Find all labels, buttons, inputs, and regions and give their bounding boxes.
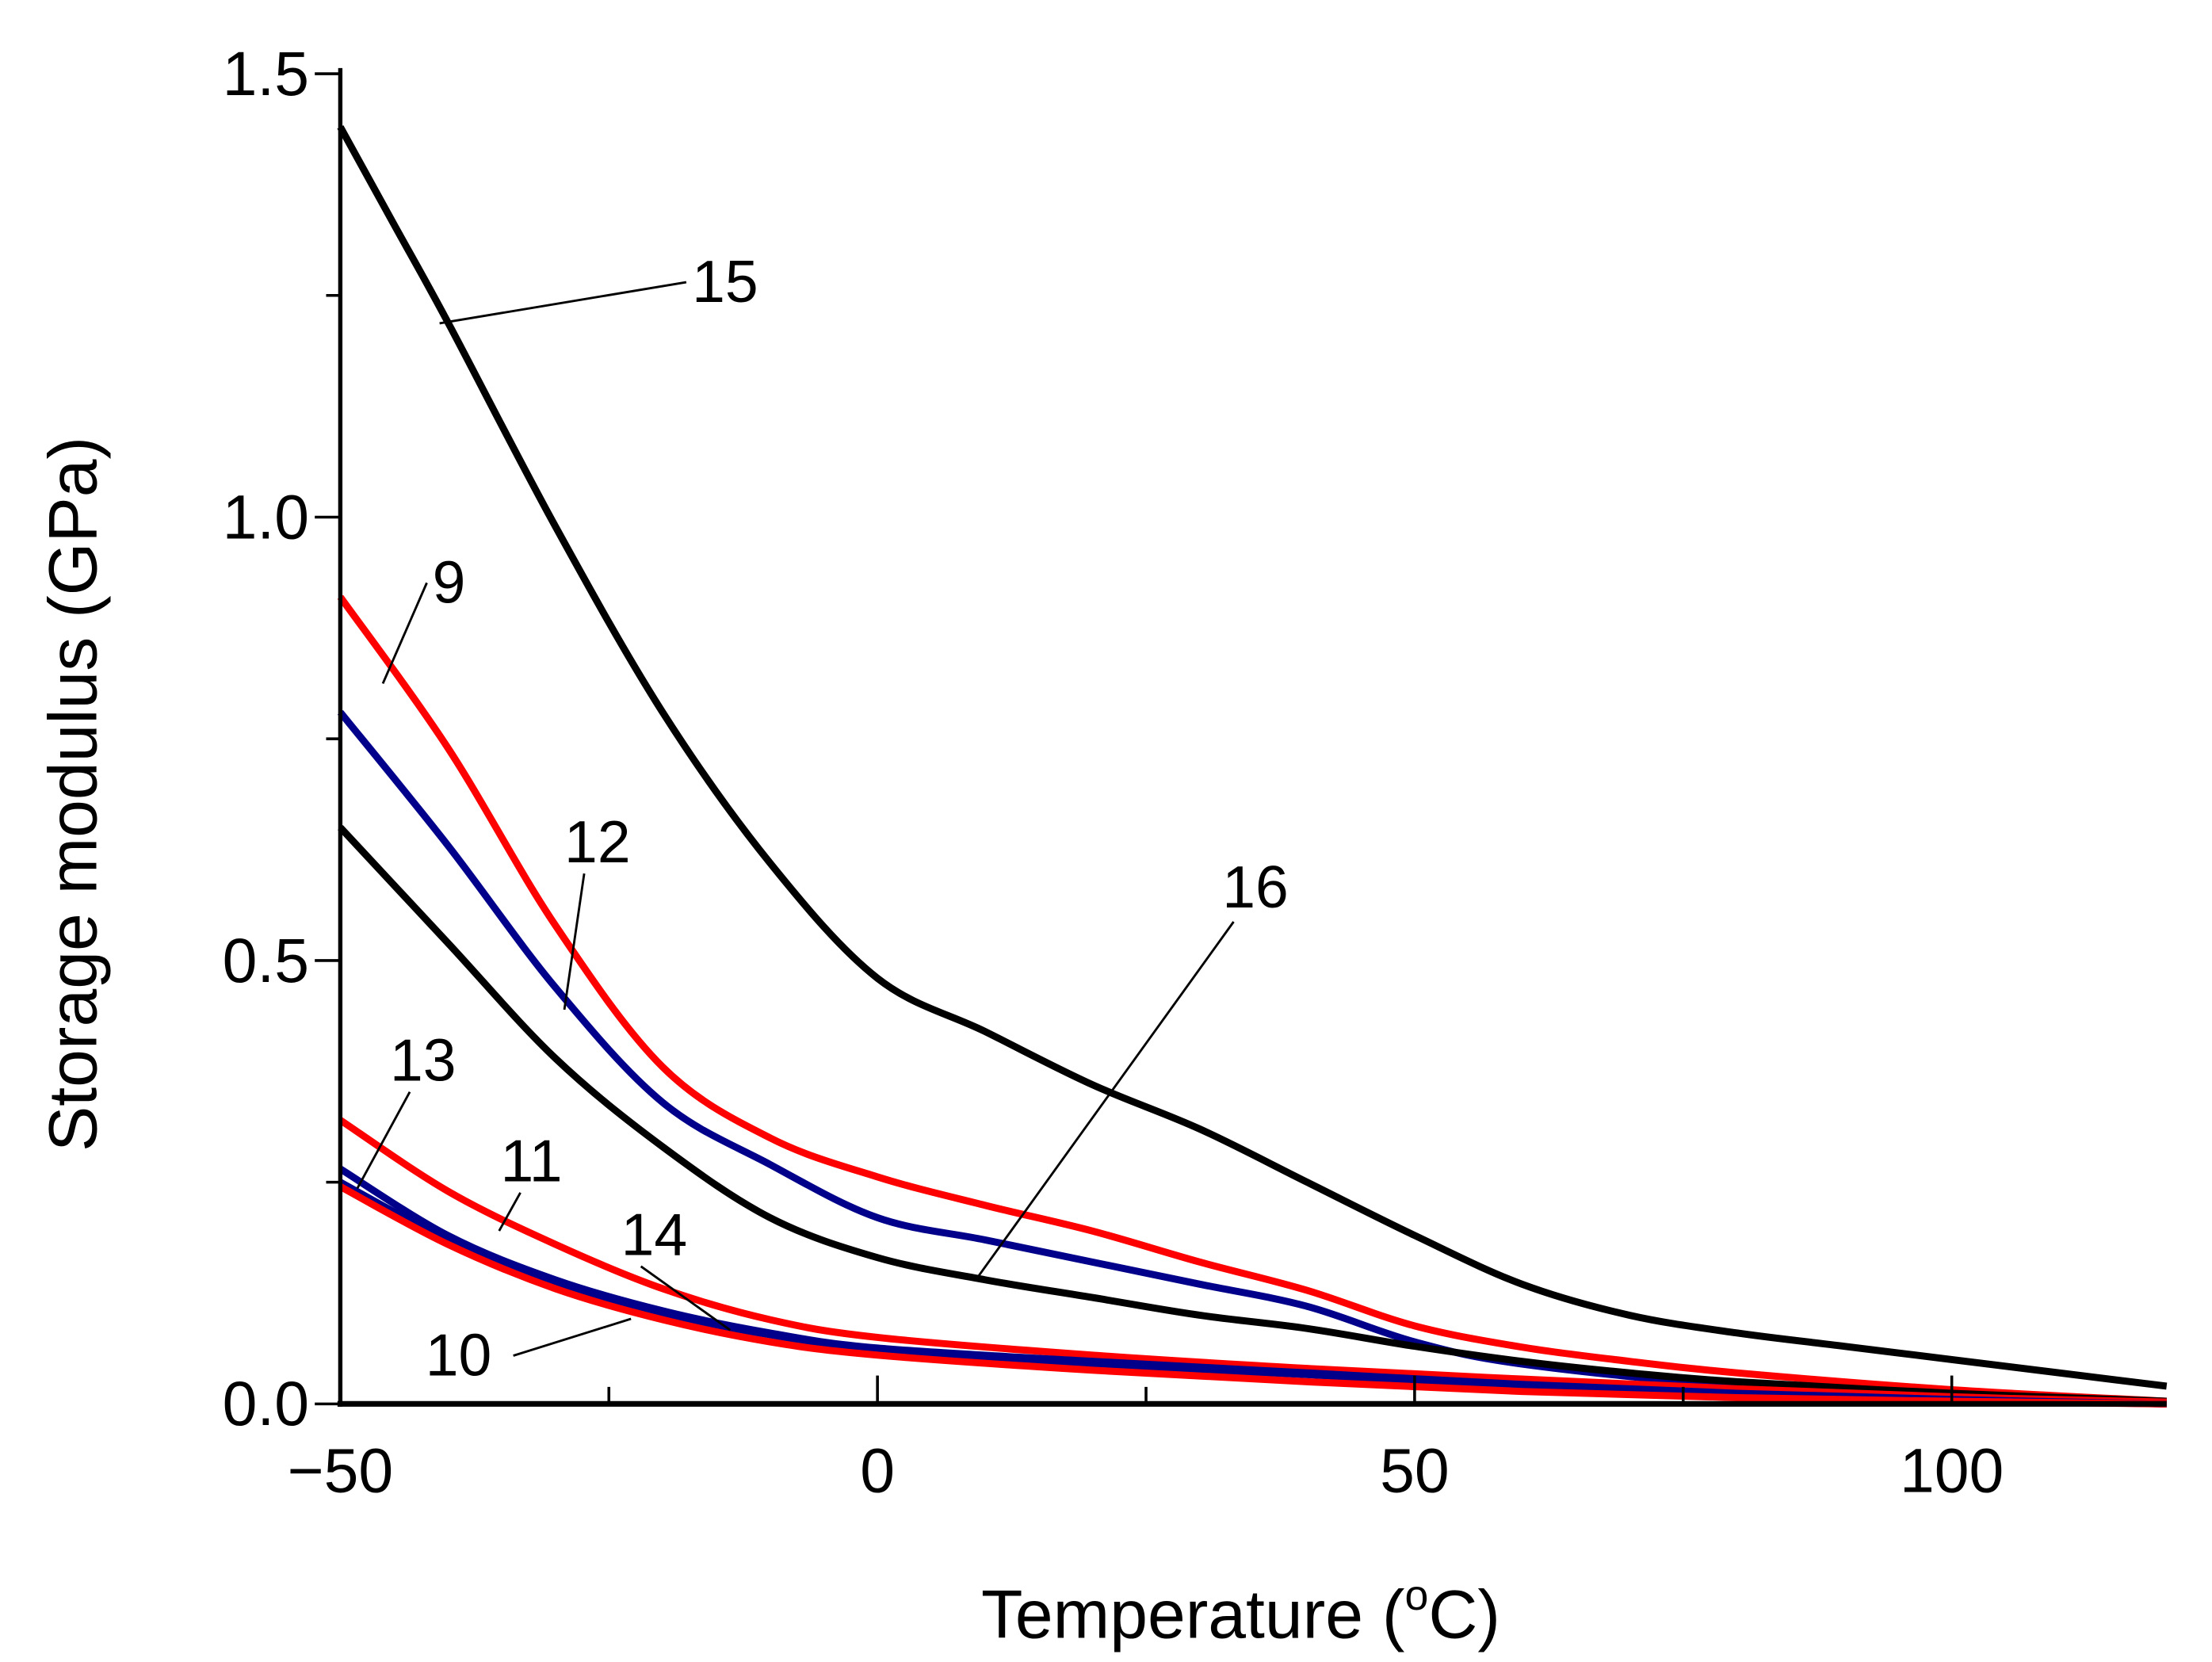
y-tick-label: 0.0 [223, 1369, 309, 1438]
curve-label-9: 9 [433, 548, 466, 615]
curve-label-10: 10 [426, 1322, 492, 1389]
x-tick-label: 100 [1900, 1435, 2004, 1505]
series-line-11 [338, 1117, 2167, 1406]
y-axis-title: Storage modulus (GPa) [36, 437, 112, 1152]
curves [337, 125, 2168, 1408]
x-axis-title: Temperature (oC) [981, 1572, 1500, 1653]
leader-line-14 [640, 1265, 732, 1332]
x-axis-title-degree: o [1404, 1572, 1428, 1619]
leader-line-11 [498, 1192, 521, 1232]
curve-label-11: 11 [501, 1127, 563, 1194]
series-line-16 [338, 825, 2167, 1405]
leader-line-10 [513, 1317, 632, 1357]
curve-labels: 15 9 12 16 11 13 14 10 [356, 248, 1289, 1389]
series-line-9 [337, 594, 2167, 1405]
curve-label-12: 12 [564, 808, 631, 875]
y-tick-label: 1.5 [223, 39, 309, 109]
x-tick-label: 50 [1380, 1435, 1450, 1505]
axes: −50 0 50 100 0.0 0.5 1.0 1.5 [223, 39, 2167, 1505]
leader-line-13 [356, 1091, 411, 1190]
leader-line-15 [439, 281, 687, 325]
leader-line-12 [563, 873, 586, 1011]
x-tick-label: 0 [860, 1435, 895, 1505]
y-tick-label: 1.0 [223, 482, 309, 552]
leader-line-16 [977, 921, 1235, 1278]
series-line-10 [338, 1183, 2167, 1408]
curve-label-14: 14 [621, 1201, 688, 1267]
curve-label-15: 15 [692, 248, 758, 315]
curve-label-13: 13 [390, 1026, 457, 1093]
curve-label-16: 16 [1222, 854, 1289, 920]
series-line-15 [337, 125, 2168, 1390]
x-tick-label: −50 [288, 1435, 394, 1505]
leader-line-9 [381, 582, 428, 684]
y-tick-label: 0.5 [223, 926, 309, 995]
